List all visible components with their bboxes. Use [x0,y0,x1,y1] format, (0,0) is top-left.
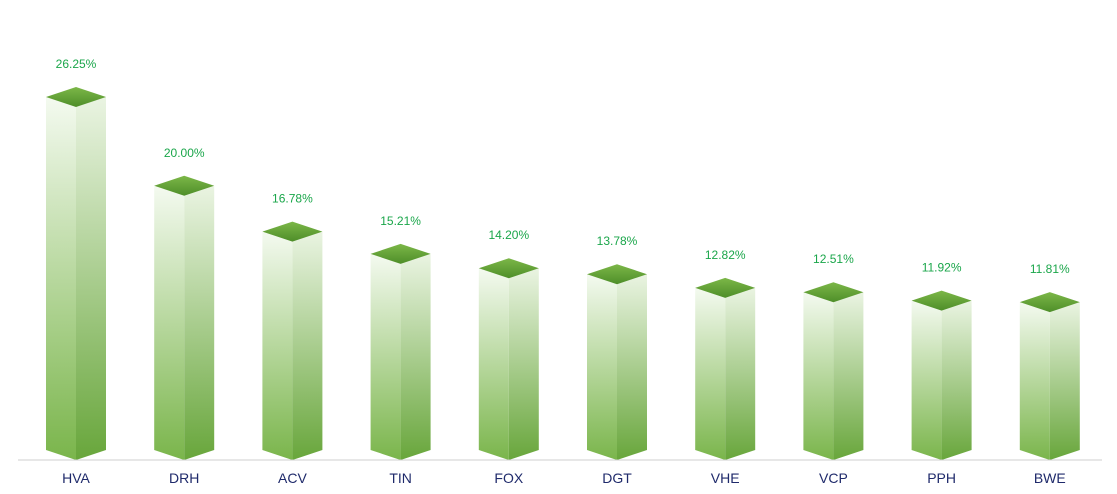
bar-top-face [478,258,539,279]
data-label: 16.78% [272,192,313,206]
bar-top-face [262,221,323,242]
data-label: 11.92% [922,261,962,275]
bar-top-face [370,243,431,264]
bar-side-face [725,287,756,460]
bar-drh: 20.00% [154,146,215,461]
x-tick-label: DRH [169,470,199,486]
data-label: 26.25% [56,57,97,71]
x-axis-tick-labels: HVA DRH ACV TIN FOX DGT VHE VCP PPH BWE [62,470,1066,486]
bar-vhe: 12.82% [695,248,756,460]
x-tick-label: ACV [278,470,307,486]
bar-side-face [1049,302,1080,460]
bar-side-face [76,97,106,460]
bar-bwe: 11.81% [1019,262,1080,460]
bar-top-face [1019,292,1080,313]
bar-front-face [154,185,185,461]
x-tick-label: VCP [819,470,848,486]
data-label: 13.78% [597,234,638,248]
bar-top-face [911,290,972,311]
bar-fox: 14.20% [478,228,539,460]
bar-front-face [46,97,76,460]
bar-top-face [803,282,864,303]
data-label: 14.20% [488,228,529,242]
bar-top-face [695,277,756,298]
bar-side-face [833,292,864,460]
bar-top-face [46,87,106,107]
data-label: 11.81% [1030,262,1070,276]
x-tick-label: HVA [62,470,90,486]
data-label: 12.51% [813,252,854,266]
bar-front-face [695,287,726,460]
x-tick-label: PPH [927,470,956,486]
bar-side-face [941,300,972,460]
bar-tin: 15.21% [370,214,431,460]
x-tick-label: TIN [389,470,412,486]
bar-front-face [478,268,509,460]
bar-dgt: 13.78% [587,234,647,460]
data-label: 15.21% [380,214,421,228]
bar-front-face [262,231,293,460]
bar-top-face [154,175,215,196]
bar-side-face [400,253,431,460]
bar-front-face [911,300,942,460]
bar-hva: 26.25% [46,57,106,460]
bar-side-face [617,274,647,460]
data-label: 20.00% [164,146,205,160]
bar-vcp: 12.51% [803,252,864,460]
bar-front-face [803,292,834,460]
bar-acv: 16.78% [262,192,323,460]
x-tick-label: DGT [602,470,632,486]
bar-top-face [587,264,647,285]
bar-series: 26.25% 20.00% 16.78% 15.21% 14.20% 13.78% 12.8… [46,57,1080,461]
bar-front-face [587,274,617,460]
x-tick-label: BWE [1034,470,1066,486]
bar-front-face [1019,302,1050,460]
bar-pph: 11.92% [911,261,972,460]
bar-side-face [508,268,539,460]
bar-side-face [292,231,323,460]
data-label: 12.82% [705,248,746,262]
x-tick-label: VHE [711,470,740,486]
bar-front-face [370,253,401,460]
x-tick-label: FOX [494,470,523,486]
bar-side-face [184,185,215,461]
